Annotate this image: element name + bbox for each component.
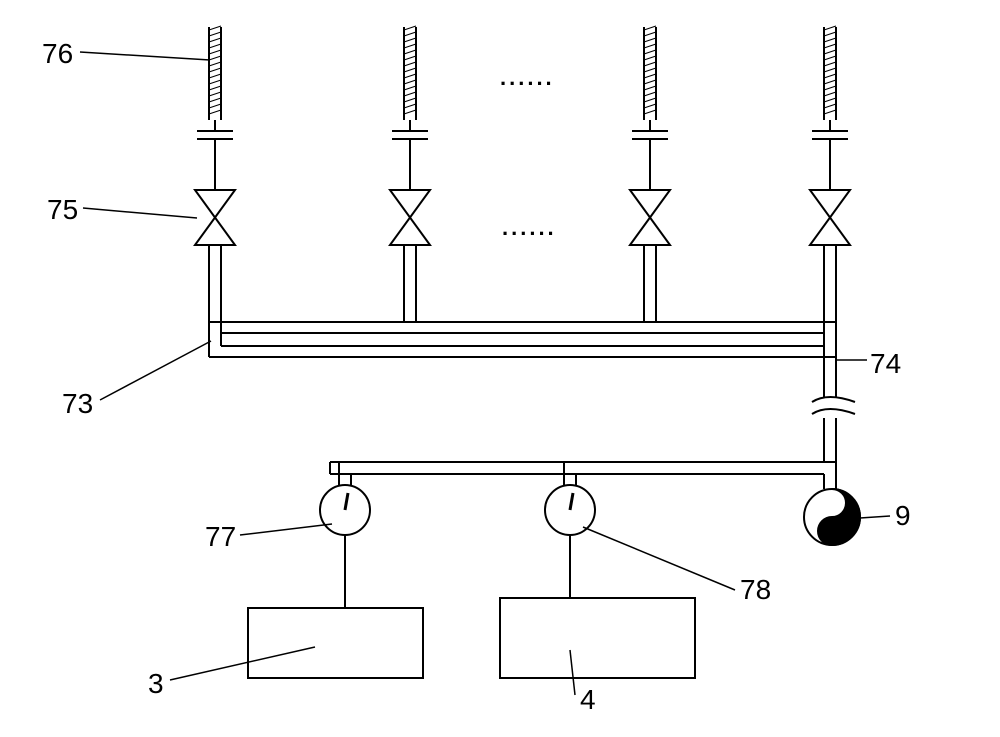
- label-78: 78: [740, 574, 771, 606]
- label-77: 77: [205, 521, 236, 553]
- label-3: 3: [148, 668, 164, 700]
- diagram-svg: [0, 0, 1000, 737]
- label-4: 4: [580, 684, 596, 716]
- label-74: 74: [870, 348, 901, 380]
- label-76: 76: [42, 38, 73, 70]
- label-73: 73: [62, 388, 93, 420]
- label-75: 75: [47, 194, 78, 226]
- ellipsis-top: ......: [500, 65, 555, 91]
- ellipsis-mid: ......: [502, 215, 557, 241]
- label-9: 9: [895, 500, 911, 532]
